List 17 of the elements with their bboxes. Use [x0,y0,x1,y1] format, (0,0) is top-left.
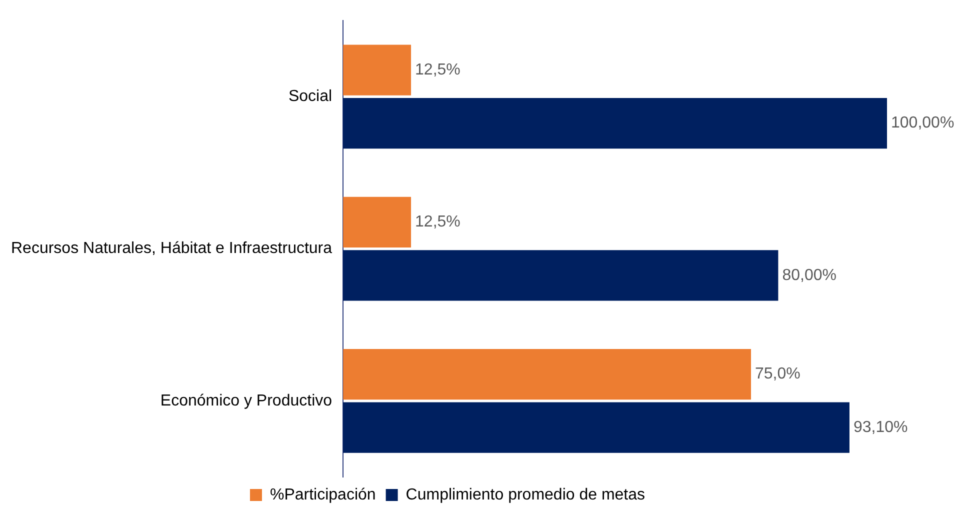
y-tick-label: Social [288,88,332,106]
data-label: 93,10% [853,418,908,436]
data-label: 75,0% [755,366,800,383]
bar [343,349,752,400]
data-label: 12,5% [415,214,460,231]
bar [343,196,412,248]
y-tick-label: Económico y Productivo [160,392,332,410]
bar [343,44,412,96]
data-label: 12,5% [415,61,460,78]
bar [343,98,887,149]
bar [343,250,778,301]
legend-label: %Participación [270,486,376,504]
legend-label: Cumplimiento promedio de metas [406,486,646,504]
data-label: 100,00% [891,114,954,132]
data-label: 80,00% [782,266,836,284]
bar [343,402,850,453]
y-tick-label: Recursos Naturales, Hábitat e Infraestructura [11,240,332,258]
